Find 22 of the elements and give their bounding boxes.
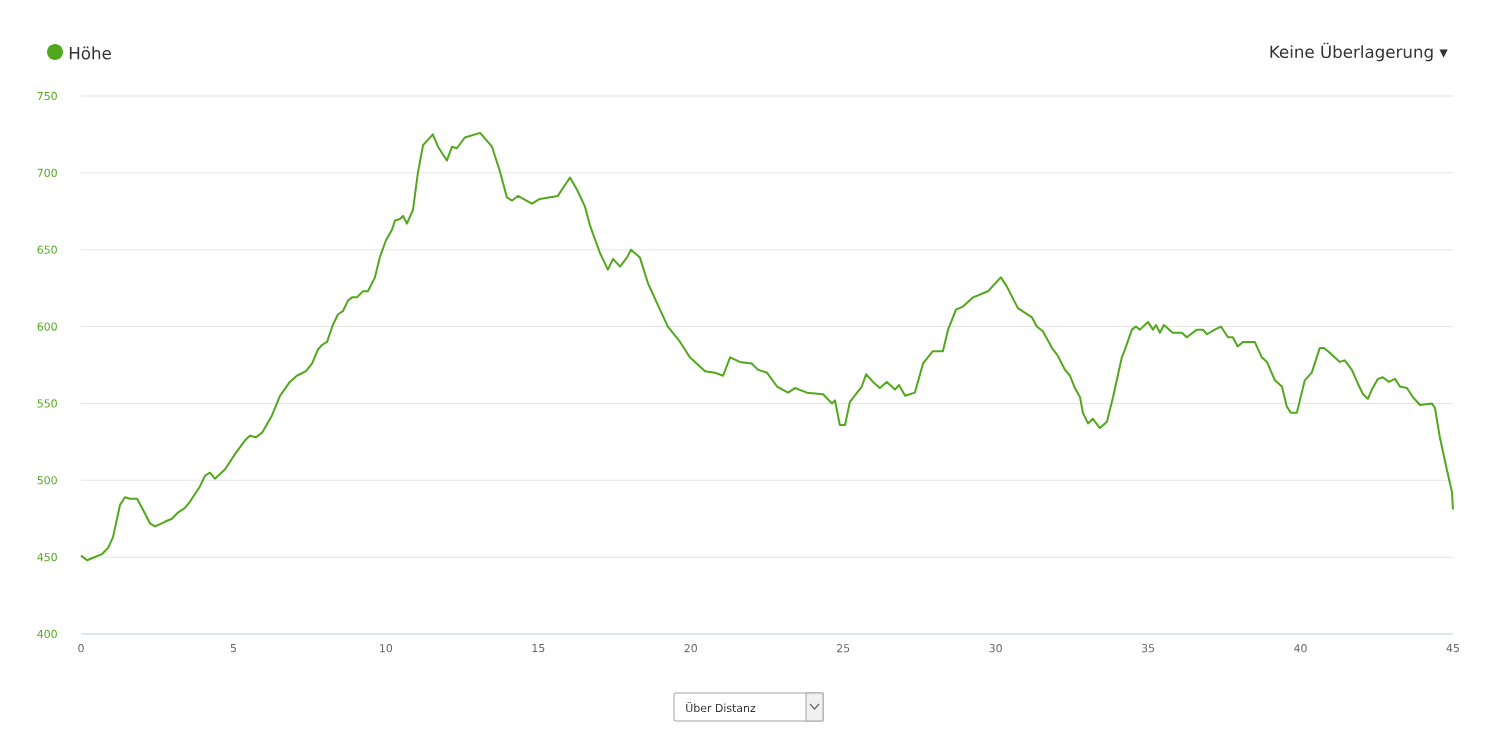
x-tick-label: 35 [1141,644,1155,653]
y-tick-label: 400 [37,629,57,639]
y-tick-label: 450 [37,553,57,562]
text: Keine Überlagerung ▾ [1270,42,1448,62]
x-tick-label: 10 [380,644,393,653]
line-series [80,131,1454,562]
x-tick-label: 20 [684,644,697,653]
y-tick-label: 750 [37,91,57,101]
x-tick-label: 0 [78,644,84,653]
y-tick-label: 550 [37,399,57,408]
text: Über Distanz [686,701,756,713]
x-tick-label: 30 [989,644,1002,653]
x-tick-label: 40 [1294,644,1307,653]
y-tick-label: 650 [37,245,57,254]
y-tick-label: 700 [37,168,57,177]
y-tick-label: 500 [37,476,57,485]
x-tick-label: 45 [1446,644,1459,653]
x-tick-label: 25 [837,644,850,653]
y-tick-label: 600 [37,322,57,331]
x-tick-label: 15 [532,644,545,653]
legend-label: Höhe [69,46,111,60]
x-tick-label: 5 [230,644,236,653]
